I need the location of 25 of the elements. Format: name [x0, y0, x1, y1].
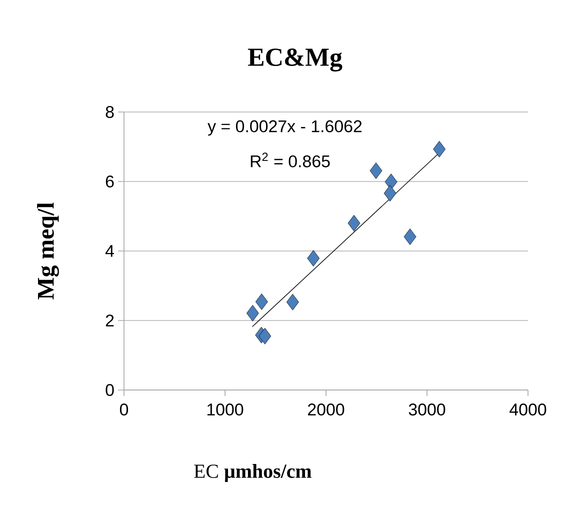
- y-axis-title: Mg meq/l: [37, 202, 59, 300]
- point: [348, 214, 360, 232]
- y-tick-label: 6: [106, 175, 114, 188]
- annotation: y = 0.0027x - 1.6062: [208, 120, 362, 136]
- y-tick-label: 4: [105, 245, 114, 257]
- x-tick-label: 4000: [510, 404, 546, 416]
- annotation: R$^{2}$ = 0.865: [250, 152, 330, 168]
- point: [255, 294, 268, 310]
- point: [433, 140, 446, 158]
- point: [384, 185, 396, 202]
- point: [286, 294, 299, 310]
- point: [246, 304, 259, 322]
- y-tick-label: 2: [106, 314, 114, 326]
- x-axis-title: EC µmhos/cm: [194, 464, 312, 482]
- x-tick-label: 1000: [207, 404, 244, 416]
- point: [258, 328, 272, 344]
- chart-title: EC&Mg: [248, 48, 342, 72]
- x-tick-label: 2000: [308, 404, 344, 416]
- y-tick-label: 0: [106, 384, 114, 396]
- x-tick-label: 3000: [408, 404, 446, 416]
- point: [404, 228, 416, 245]
- point: [307, 250, 320, 266]
- point: [370, 162, 382, 179]
- y-tick-label: 8: [106, 106, 114, 118]
- x-tick-label: 0: [120, 404, 128, 416]
